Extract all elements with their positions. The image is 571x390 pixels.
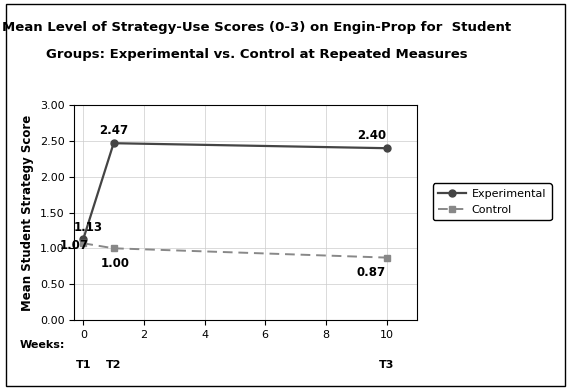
Experimental [110, 141, 117, 145]
Control [383, 255, 390, 260]
Text: 2.40: 2.40 [357, 129, 386, 142]
Line: Experimental: Experimental [80, 140, 390, 243]
Text: T3: T3 [379, 360, 394, 370]
Text: 1.07: 1.07 [60, 239, 89, 252]
Experimental [80, 237, 87, 241]
Control [110, 246, 117, 251]
Text: T1: T1 [75, 360, 91, 370]
Text: 2.47: 2.47 [99, 124, 128, 137]
FancyBboxPatch shape [6, 4, 565, 386]
Line: Control: Control [80, 240, 390, 261]
Experimental [383, 146, 390, 151]
Y-axis label: Mean Student Strategy Score: Mean Student Strategy Score [21, 114, 34, 311]
Legend: Experimental, Control: Experimental, Control [433, 183, 552, 220]
Text: 0.87: 0.87 [357, 266, 386, 279]
Text: Groups: Experimental vs. Control at Repeated Measures: Groups: Experimental vs. Control at Repe… [46, 48, 468, 61]
Text: 1.13: 1.13 [73, 221, 102, 234]
Text: 1.00: 1.00 [100, 257, 130, 270]
Text: Mean Level of Strategy-Use Scores (0-3) on Engin-Prop for  Student: Mean Level of Strategy-Use Scores (0-3) … [2, 21, 512, 34]
Control [80, 241, 87, 246]
Text: T2: T2 [106, 360, 122, 370]
Text: Weeks:: Weeks: [20, 340, 65, 350]
